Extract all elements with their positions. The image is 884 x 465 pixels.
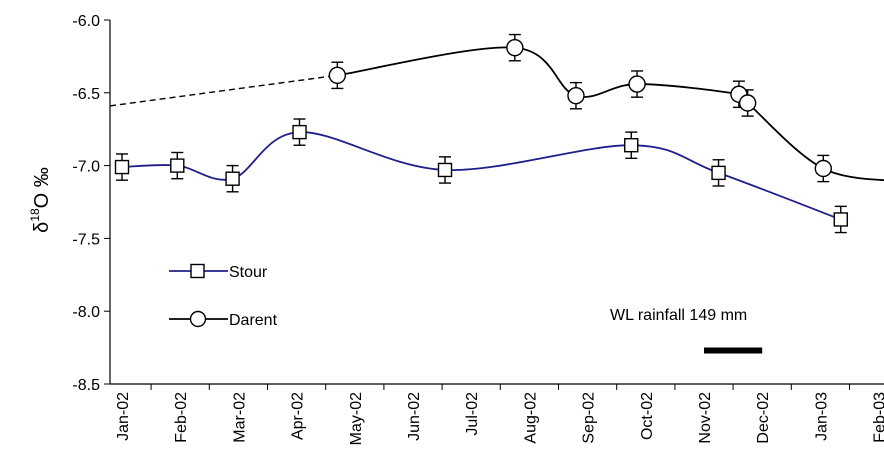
y-tick-label: -6.0 bbox=[72, 13, 100, 30]
y-tick-label: -8.0 bbox=[72, 304, 100, 321]
stour-point bbox=[225, 171, 240, 186]
legend-darent-marker bbox=[189, 310, 207, 328]
stour-point bbox=[437, 162, 453, 178]
x-tick-label: Mar-02 bbox=[231, 392, 248, 443]
y-tick-label: -7.5 bbox=[72, 231, 100, 248]
y-axis-label: δ18O ‰ bbox=[28, 167, 53, 233]
stour-point bbox=[292, 124, 307, 140]
darent-point bbox=[506, 38, 524, 57]
x-tick-label: Feb-03 bbox=[872, 392, 884, 443]
darent-dashed-line bbox=[109, 74, 338, 107]
chart-markers bbox=[114, 38, 848, 227]
x-tick-label: Dec-02 bbox=[755, 392, 772, 444]
chart-ticks: -6.0 -6.5 -7.0 -7.5 -8.0 -8.5 Jan-02 Feb-02 Mar-… bbox=[72, 13, 884, 445]
legend-darent-label: Darent bbox=[229, 312, 278, 329]
chart-error-bars bbox=[116, 33, 847, 234]
y-tick-label: -8.5 bbox=[72, 377, 100, 394]
legend-stour-marker bbox=[190, 263, 205, 279]
x-tick-label: Jul-02 bbox=[464, 392, 481, 436]
darent-point bbox=[628, 75, 646, 93]
chart-axes bbox=[109, 20, 884, 385]
stour-point bbox=[170, 158, 185, 173]
darent-point bbox=[567, 87, 585, 105]
darent-point bbox=[328, 66, 347, 85]
x-tick-label: Sep-02 bbox=[581, 392, 598, 444]
stour-point bbox=[624, 138, 639, 153]
darent-point bbox=[738, 94, 757, 112]
x-tick-label: Feb-02 bbox=[173, 392, 190, 443]
darent-point bbox=[814, 159, 833, 178]
x-tick-label: Apr-02 bbox=[290, 392, 307, 440]
chart-annotations: WL rainfall 149 mm bbox=[610, 307, 763, 354]
x-tick-label: Aug-02 bbox=[522, 392, 539, 444]
annotation-label: WL rainfall 149 mm bbox=[610, 307, 747, 324]
stour-point bbox=[833, 212, 848, 227]
x-tick-label: Oct-02 bbox=[639, 392, 656, 440]
chart-series-lines bbox=[109, 46, 884, 221]
x-tick-label: Jun-02 bbox=[406, 392, 423, 441]
y-tick-label: -7.0 bbox=[72, 159, 100, 176]
legend-stour-label: Stour bbox=[229, 264, 268, 281]
stour-point bbox=[711, 165, 726, 181]
darent-line bbox=[337, 46, 884, 182]
x-tick-label: Jan-02 bbox=[115, 392, 132, 441]
chart-legend: Stour Darent bbox=[169, 263, 278, 329]
y-tick-label: -6.5 bbox=[72, 86, 100, 103]
x-tick-label: Jan-03 bbox=[813, 392, 830, 441]
stour-point bbox=[114, 159, 130, 175]
x-tick-label: Nov-02 bbox=[697, 392, 714, 444]
x-tick-label: May-02 bbox=[348, 392, 365, 445]
